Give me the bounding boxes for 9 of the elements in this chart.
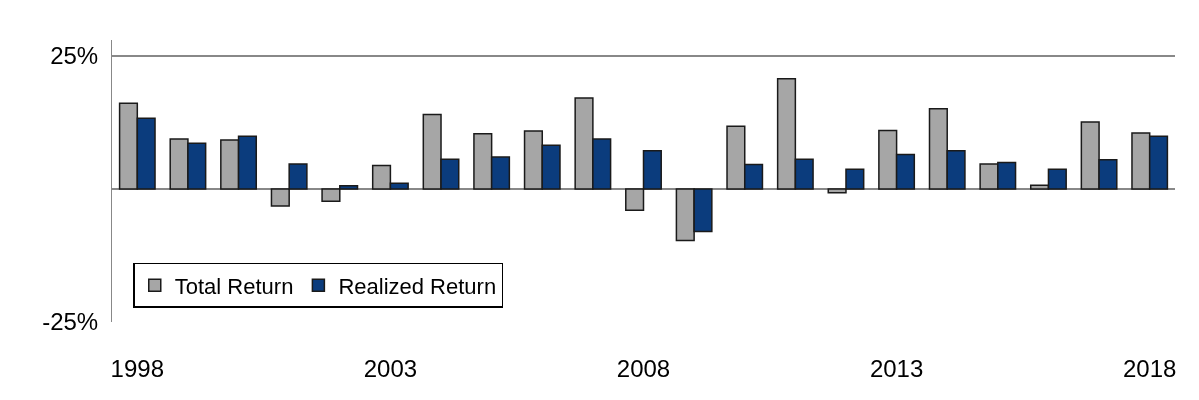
x-tick-label: 2013	[869, 355, 924, 382]
y-tick-label: -25%	[42, 308, 99, 336]
y-tick-label: 25%	[50, 42, 99, 70]
x-tick-label: 2018	[1122, 355, 1177, 382]
legend-label: Realized Return	[338, 273, 497, 299]
x-tick-label: 1998	[110, 355, 165, 382]
legend-label: Total Return	[174, 273, 294, 299]
x-tick-label: 2008	[616, 355, 671, 382]
x-tick-label: 2003	[363, 355, 418, 382]
